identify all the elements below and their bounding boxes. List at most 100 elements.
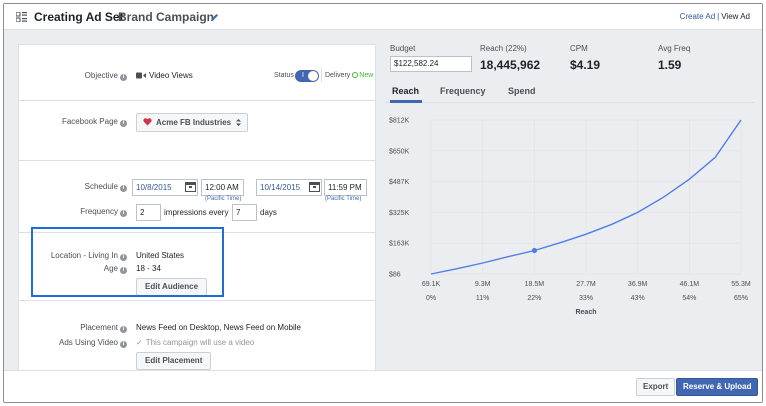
y-tick-label: $325K <box>389 210 410 217</box>
x-tick-label: 9.3M <box>475 281 491 288</box>
info-icon[interactable]: i <box>120 210 127 217</box>
reserve-upload-button[interactable]: Reserve & Upload <box>676 378 759 396</box>
ads-using-video-label: Ads Using Video i <box>59 338 127 348</box>
page-title: Creating Ad Set <box>34 10 124 24</box>
avg-freq-label: Avg Freq <box>658 44 691 53</box>
footer-bar: Export Reserve & Upload <box>4 370 762 402</box>
info-icon[interactable]: i <box>120 267 127 274</box>
reach-label: Reach (22%) <box>480 44 527 53</box>
y-axis-labels: $812K $650K $487K $325K $163K $86 <box>389 118 410 279</box>
start-date-input[interactable]: 10/8/2015 <box>132 179 198 196</box>
ad-set-icon <box>16 12 27 22</box>
edit-placement-button[interactable]: Edit Placement <box>136 352 212 370</box>
facebook-page-section: Facebook Page i Acme FB Industries <box>19 101 375 161</box>
x-axis-labels: 69.1K 0% 9.3M 11% 18.5M 22% 27.7M 33% 36.9M 43% 46… <box>422 281 751 302</box>
x-percent-label: 65% <box>734 295 748 302</box>
reach-chart: $812K $650K $487K $325K $163K $86 69.1K 0% 9.3M… <box>389 118 751 317</box>
create-ad-link[interactable]: Create Ad <box>679 12 716 21</box>
info-icon[interactable]: i <box>120 326 127 333</box>
avg-freq-value: 1.59 <box>658 58 682 72</box>
status-toggle[interactable]: I <box>295 70 319 82</box>
x-percent-label: 33% <box>579 295 593 302</box>
objective-label: Objective i <box>85 71 127 81</box>
impressions-input[interactable]: 2 <box>136 204 161 221</box>
form-panel: Objective i Video Views Status I Delivery… <box>18 44 376 374</box>
budget-label: Budget <box>390 44 416 53</box>
audience-highlight-box <box>31 227 224 297</box>
y-tick-label: $487K <box>389 179 410 186</box>
tabs-divider <box>385 102 755 103</box>
x-percent-label: 54% <box>682 295 696 302</box>
location-value: United States <box>136 251 185 260</box>
impressions-text: impressions every <box>164 208 229 217</box>
x-tick-label: 69.1K <box>422 281 441 288</box>
video-camera-icon <box>136 72 146 79</box>
export-button[interactable]: Export <box>636 378 676 396</box>
reach-curve <box>430 119 742 275</box>
check-icon: ✓ <box>136 338 143 347</box>
x-tick-label: 36.9M <box>628 281 648 288</box>
x-percent-label: 43% <box>631 295 645 302</box>
active-tab-indicator <box>390 100 422 103</box>
header-bar: Creating Ad Set Brand Campaign Create Ad… <box>4 4 762 30</box>
x-percent-label: 0% <box>426 295 436 302</box>
editor-body: Objective i Video Views Status I Delivery… <box>4 30 762 374</box>
end-time-input[interactable]: 11:59 PM <box>324 179 367 196</box>
ad-set-editor: Creating Ad Set Brand Campaign Create Ad… <box>3 3 763 403</box>
pencil-edit-icon[interactable] <box>210 13 219 22</box>
info-icon[interactable]: i <box>120 74 127 81</box>
x-percent-label: 22% <box>527 295 541 302</box>
budget-input[interactable]: $122,582.24 <box>390 56 472 72</box>
info-icon[interactable]: i <box>120 120 127 127</box>
facebook-page-label: Facebook Page i <box>62 117 127 127</box>
x-tick-label: 27.7M <box>576 281 596 288</box>
tab-spend[interactable]: Spend <box>508 86 536 96</box>
objective-value: Video Views <box>149 71 193 80</box>
end-calendar-icon[interactable] <box>309 182 320 192</box>
select-arrows-icon <box>236 119 242 126</box>
info-icon[interactable]: i <box>120 185 127 192</box>
location-label: Location - Living In i <box>51 251 127 261</box>
toggle-knob <box>308 71 318 81</box>
days-input[interactable]: 7 <box>232 204 257 221</box>
cpm-value: $4.19 <box>570 58 601 72</box>
start-calendar-icon[interactable] <box>185 182 196 192</box>
facebook-page-selector[interactable]: Acme FB Industries <box>136 113 249 132</box>
end-timezone: (Pacific Time) <box>325 196 362 202</box>
toggle-on-mark: I <box>302 72 304 79</box>
start-timezone: (Pacific Time) <box>205 196 242 202</box>
placement-label: Placement i <box>80 323 127 333</box>
x-tick-label: 18.5M <box>525 281 545 288</box>
status-divider <box>321 68 322 82</box>
tab-frequency[interactable]: Frequency <box>440 86 486 96</box>
age-value: 18 - 34 <box>136 264 161 273</box>
view-ad-link[interactable]: View Ad <box>721 12 750 21</box>
campaign-name: Brand Campaign <box>118 10 215 24</box>
info-icon[interactable]: i <box>120 254 127 261</box>
x-tick-label: 55.3M <box>731 281 751 288</box>
x-axis-title: Reach <box>575 309 596 316</box>
reach-value: 18,445,962 <box>480 58 541 72</box>
tab-reach[interactable]: Reach <box>392 86 420 96</box>
age-label: Age i <box>104 264 127 274</box>
y-tick-label: $812K <box>389 118 410 125</box>
status-label: Status <box>274 72 294 79</box>
placement-value: News Feed on Desktop, News Feed on Mobil… <box>136 323 301 332</box>
start-time-input[interactable]: 12:00 AM <box>201 179 244 196</box>
delivery-status: Delivery New <box>325 72 374 79</box>
heart-icon <box>143 118 152 126</box>
chart-grid <box>430 119 742 275</box>
x-tick-label: 46.1M <box>680 281 700 288</box>
ads-using-video-value: ✓ This campaign will use a video <box>136 338 255 347</box>
y-tick-label: $86 <box>389 272 401 279</box>
current-reach-marker[interactable] <box>531 247 538 254</box>
objective-section: Objective i Video Views Status I Delivery… <box>19 45 375 101</box>
y-tick-label: $163K <box>389 241 410 248</box>
cpm-label: CPM <box>570 44 588 53</box>
new-status-dot-icon <box>352 72 359 78</box>
info-icon[interactable]: i <box>120 341 127 348</box>
y-tick-label: $650K <box>389 148 410 155</box>
end-date-input[interactable]: 10/14/2015 <box>256 179 322 196</box>
header-links: Create Ad | View Ad <box>680 12 750 21</box>
days-text: days <box>260 208 277 217</box>
